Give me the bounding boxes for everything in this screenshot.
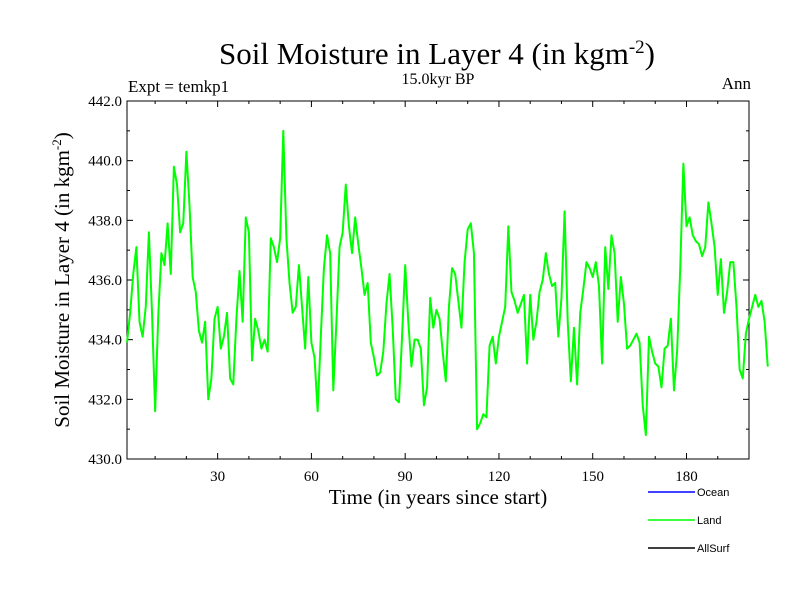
x-tick-label: 150 <box>581 469 604 485</box>
legend: Ocean Land AllSurf <box>648 487 730 555</box>
x-axis-label: Time (in years since start) <box>329 485 548 509</box>
y-tick-label: 434.0 <box>88 333 122 349</box>
series-line-land <box>126 129 769 437</box>
y-tick-label: 438.0 <box>88 213 122 229</box>
x-tick-label: 90 <box>398 469 413 485</box>
series-layer <box>126 129 769 437</box>
y-tick-label: 442.0 <box>88 94 122 110</box>
legend-label-allsurf: AllSurf <box>697 543 730 555</box>
y-tick-label: 430.0 <box>88 452 122 468</box>
x-tick-label: 30 <box>210 469 225 485</box>
legend-label-ocean: Ocean <box>697 487 729 499</box>
y-tick-label: 436.0 <box>88 273 122 289</box>
y-tick-label: 432.0 <box>88 392 122 408</box>
legend-label-land: Land <box>697 515 721 527</box>
y-axis-label: Soil Moisture in Layer 4 (in kgm-2) <box>49 132 74 427</box>
x-tick-label: 180 <box>675 469 698 485</box>
axis-ticks: 430.0 432.0 434.0 436.0 438.0 440.0 442.0 30 60 9… <box>88 94 749 485</box>
y-tick-label: 440.0 <box>88 154 122 170</box>
period-label: 15.0kyr BP <box>402 71 475 88</box>
chart-title: Soil Moisture in Layer 4 (in kgm-2) <box>219 36 655 71</box>
plot-frame <box>126 100 750 460</box>
x-tick-label: 60 <box>304 469 319 485</box>
x-tick-label: 120 <box>488 469 511 485</box>
season-label: Ann <box>722 74 752 93</box>
experiment-label: Expt = temkp1 <box>128 77 229 96</box>
